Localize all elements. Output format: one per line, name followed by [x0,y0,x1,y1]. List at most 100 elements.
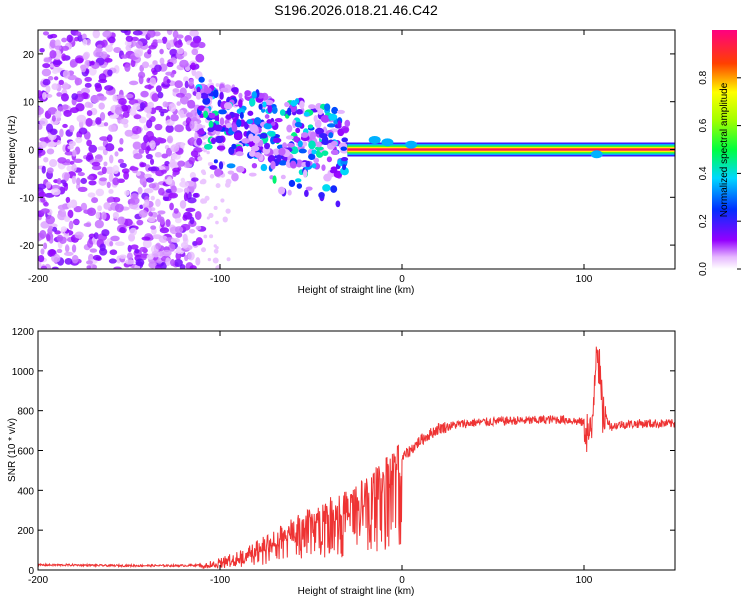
spectral-blob [101,39,108,48]
spectral-blob [158,187,165,196]
spectral-blob [61,37,68,43]
spectral-blob [172,88,180,93]
spectral-blob [235,151,244,157]
spectral-blob [130,58,136,68]
spectral-blob [38,261,42,269]
spectral-blob [156,39,163,44]
spectral-blob [56,178,62,185]
colorbar-gradient [712,30,737,269]
spectral-blob [145,177,154,183]
spectral-blob [315,127,325,135]
spectral-blob [278,147,286,156]
spectral-blob [120,104,129,112]
spectral-blob [109,249,118,256]
spectral-blob [73,158,83,163]
spectral-blob [183,211,193,220]
spectral-blob [62,182,68,187]
spectral-blob [274,118,283,123]
spectral-blob [62,123,68,128]
spectral-blob [184,80,189,89]
spectral-blob [54,45,62,51]
spectral-blob [86,265,92,269]
spectral-blob [337,120,342,128]
spectral-blob [109,114,119,119]
carrier-tone-band [347,148,675,151]
spectral-blob [340,167,349,176]
spectral-blob [58,79,64,86]
spectral-blob [307,124,314,129]
chart-title: S196.2026.018.21.46.C42 [274,2,438,18]
spectral-blob [80,87,91,95]
spectral-blob [123,218,133,227]
spectral-blob [165,188,173,193]
spectral-blob [70,107,79,114]
spectral-blob [131,125,142,135]
spectral-blob [127,244,132,253]
spectral-blob [38,141,48,149]
spectral-blob [147,216,156,223]
spectral-blob [130,36,139,42]
spectral-blob [189,172,196,179]
spectral-blob [187,251,195,261]
spectrogram-marks [38,30,675,269]
spectral-blob [197,41,206,49]
spectral-blob [71,163,77,172]
spectral-blob [133,153,143,160]
spectral-blob [308,153,316,160]
spectral-blob [326,156,333,163]
spectral-blob [41,165,46,174]
spectral-blob [342,127,349,133]
spectral-blob [209,234,214,239]
spectral-blob [139,162,147,168]
spectral-blob [59,128,64,138]
spectral-blob [272,137,282,143]
spectral-blob [286,107,292,116]
spectral-blob [99,177,108,182]
spectral-blob [165,119,175,126]
spectral-blob [107,198,115,203]
spectral-blob [330,149,339,155]
spectral-blob [45,123,54,133]
spectral-blob [188,78,194,86]
spectral-blob [121,54,129,59]
spectral-blob [296,183,303,189]
x-tick-label: -100 [210,274,230,285]
spectral-blob [138,148,145,154]
spectral-blob [202,171,207,176]
spectral-blob [228,146,235,155]
spectral-blob [197,156,203,161]
spectral-blob [204,134,209,139]
spectral-blob [190,150,199,158]
spectral-blob [43,242,48,250]
spectral-blob [315,141,322,148]
spectral-blob [290,100,298,107]
spectral-blob [326,123,336,128]
spectral-blob [194,210,202,220]
spectral-blob [69,160,75,165]
spectral-blob [252,135,261,144]
spectral-blob [177,160,186,167]
spectral-blob [215,183,221,189]
spectral-blob [175,92,185,98]
spectral-blob [202,97,211,105]
spectral-blob [144,199,150,206]
spectral-blob [86,110,93,117]
spectral-blob [97,146,106,151]
spectral-blob [125,93,134,99]
spectral-blob [40,248,45,255]
spectral-blob [141,236,151,241]
spectral-blob [103,202,111,210]
spectral-blob [139,204,144,210]
spectral-blob [203,142,207,146]
spectral-blob [61,53,67,62]
spectral-blob [144,173,152,178]
spectral-blob [188,157,195,165]
spectral-blob [206,150,210,155]
spectral-blob [285,135,294,140]
carrier-bump [381,138,394,147]
spectral-blob [174,124,185,133]
spectral-blob [246,119,254,125]
spectral-blob [151,250,161,258]
spectral-blob [91,165,102,171]
spectral-blob [51,83,59,90]
